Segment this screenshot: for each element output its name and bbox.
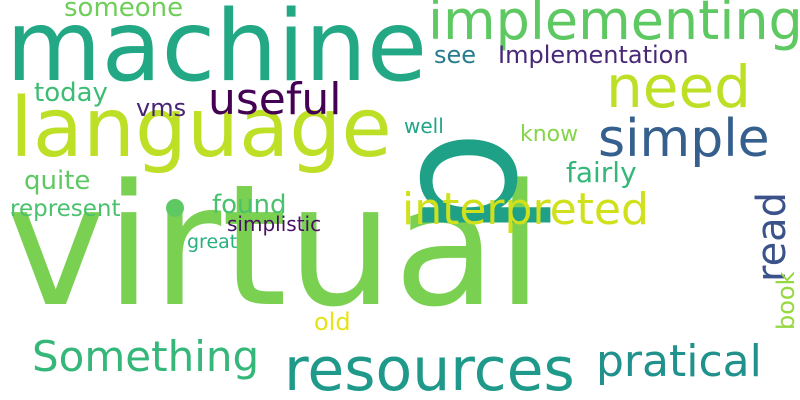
word-simplistic: simplistic	[227, 212, 322, 236]
word-book: book	[772, 271, 800, 331]
word-simple: simple	[598, 109, 770, 169]
word-language: language	[10, 81, 392, 176]
word-machine: machine	[6, 0, 428, 104]
word-today: today	[34, 78, 108, 108]
word-well: well	[404, 114, 444, 138]
word-something: Something	[32, 332, 260, 381]
word-old: old	[314, 308, 351, 336]
word-pratical: pratical	[596, 336, 762, 387]
word-fairly: fairly	[566, 156, 637, 189]
word-interpreted: interpreted	[402, 184, 649, 235]
word-found: found	[212, 190, 287, 220]
word-need: need	[606, 53, 751, 121]
word-represent: represent	[10, 196, 121, 222]
word-see: see	[434, 41, 477, 69]
word-vms: vms	[136, 94, 187, 122]
word-know: know	[520, 122, 579, 147]
word-implementation: Implementation	[498, 41, 689, 69]
word-useful: useful	[208, 74, 342, 125]
word-virtual: virtual	[6, 148, 544, 344]
word-read: read	[749, 191, 795, 282]
word-implementing: implementing	[428, 0, 800, 52]
word-someone: someone	[64, 0, 184, 23]
dot-mark	[166, 199, 184, 217]
word-quite: quite	[24, 166, 91, 196]
word-great: great	[187, 231, 238, 253]
word-resources: resources	[284, 335, 575, 400]
